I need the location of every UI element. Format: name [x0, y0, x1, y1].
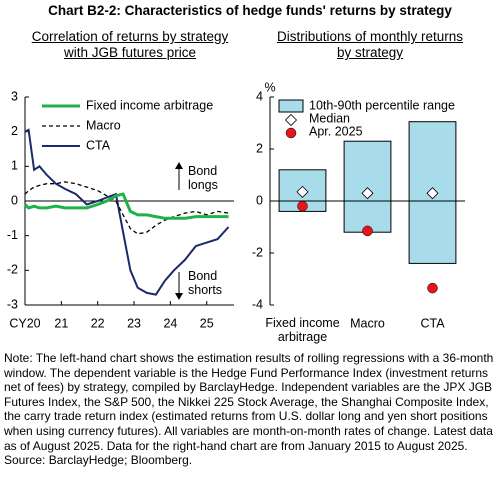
y-tick-label: 4 — [256, 89, 263, 103]
series-line — [24, 128, 230, 296]
subtitle: Distributions of monthly returns by stra… — [276, 29, 464, 60]
legend-swatch — [278, 99, 304, 113]
legend-label: CTA — [86, 138, 111, 152]
y-tick-label: -2 — [7, 263, 18, 277]
annotation: Bond shorts — [188, 269, 222, 297]
x-tick-label: Fixed income arbitrage — [265, 316, 339, 344]
note: Note: The left-hand chart shows the esti… — [4, 351, 494, 453]
arrow-head — [175, 293, 183, 300]
y-tick-label: -2 — [252, 245, 263, 259]
legend-label: Median — [309, 111, 350, 125]
legend-swatch — [285, 127, 297, 139]
legend-label: Apr. 2025 — [309, 124, 363, 138]
y-tick-label: -3 — [7, 297, 18, 311]
y-tick-label: 3 — [11, 89, 18, 103]
marker — [297, 200, 308, 212]
y-axis-label: % — [264, 80, 275, 94]
y-tick-label: 2 — [11, 124, 18, 138]
x-tick-label: Macro — [350, 316, 385, 330]
marker — [362, 225, 373, 237]
y-tick-label: 2 — [256, 141, 263, 155]
marker — [361, 187, 374, 200]
x-tick-label: 21 — [54, 316, 68, 330]
x-tick-label: CY20 — [9, 316, 40, 330]
series-line — [24, 181, 229, 235]
y-tick-label: -1 — [7, 228, 18, 242]
marker — [427, 282, 438, 294]
title: Chart B2-2: Characteristics of hedge fun… — [48, 3, 452, 18]
marker — [426, 187, 439, 200]
series-line — [23, 192, 229, 220]
annotation: Bond longs — [188, 164, 218, 192]
x-tick-label: 24 — [163, 316, 177, 330]
legend-swatch — [284, 113, 298, 127]
legend-label: Macro — [86, 118, 121, 132]
range-bar — [343, 140, 392, 233]
arrow-head — [175, 162, 183, 169]
y-tick-label: -4 — [252, 297, 263, 311]
marker — [296, 185, 309, 198]
x-tick-label: 22 — [91, 316, 105, 330]
source: Source: BarclayHedge; Bloomberg. — [4, 453, 193, 468]
y-tick-label: 1 — [11, 159, 18, 173]
y-tick-label: 0 — [256, 193, 263, 207]
x-tick-label: 23 — [127, 316, 141, 330]
notes: Note: The left-hand chart shows the esti… — [4, 351, 496, 468]
y-tick-label: 0 — [11, 193, 18, 207]
x-tick-label: CTA — [420, 316, 445, 330]
subtitle: Correlation of returns by strategy with … — [31, 29, 229, 60]
legend-label: Fixed income arbitrage — [86, 98, 213, 112]
legend-label: 10th-90th percentile range — [309, 98, 455, 112]
x-tick-label: 25 — [200, 316, 214, 330]
